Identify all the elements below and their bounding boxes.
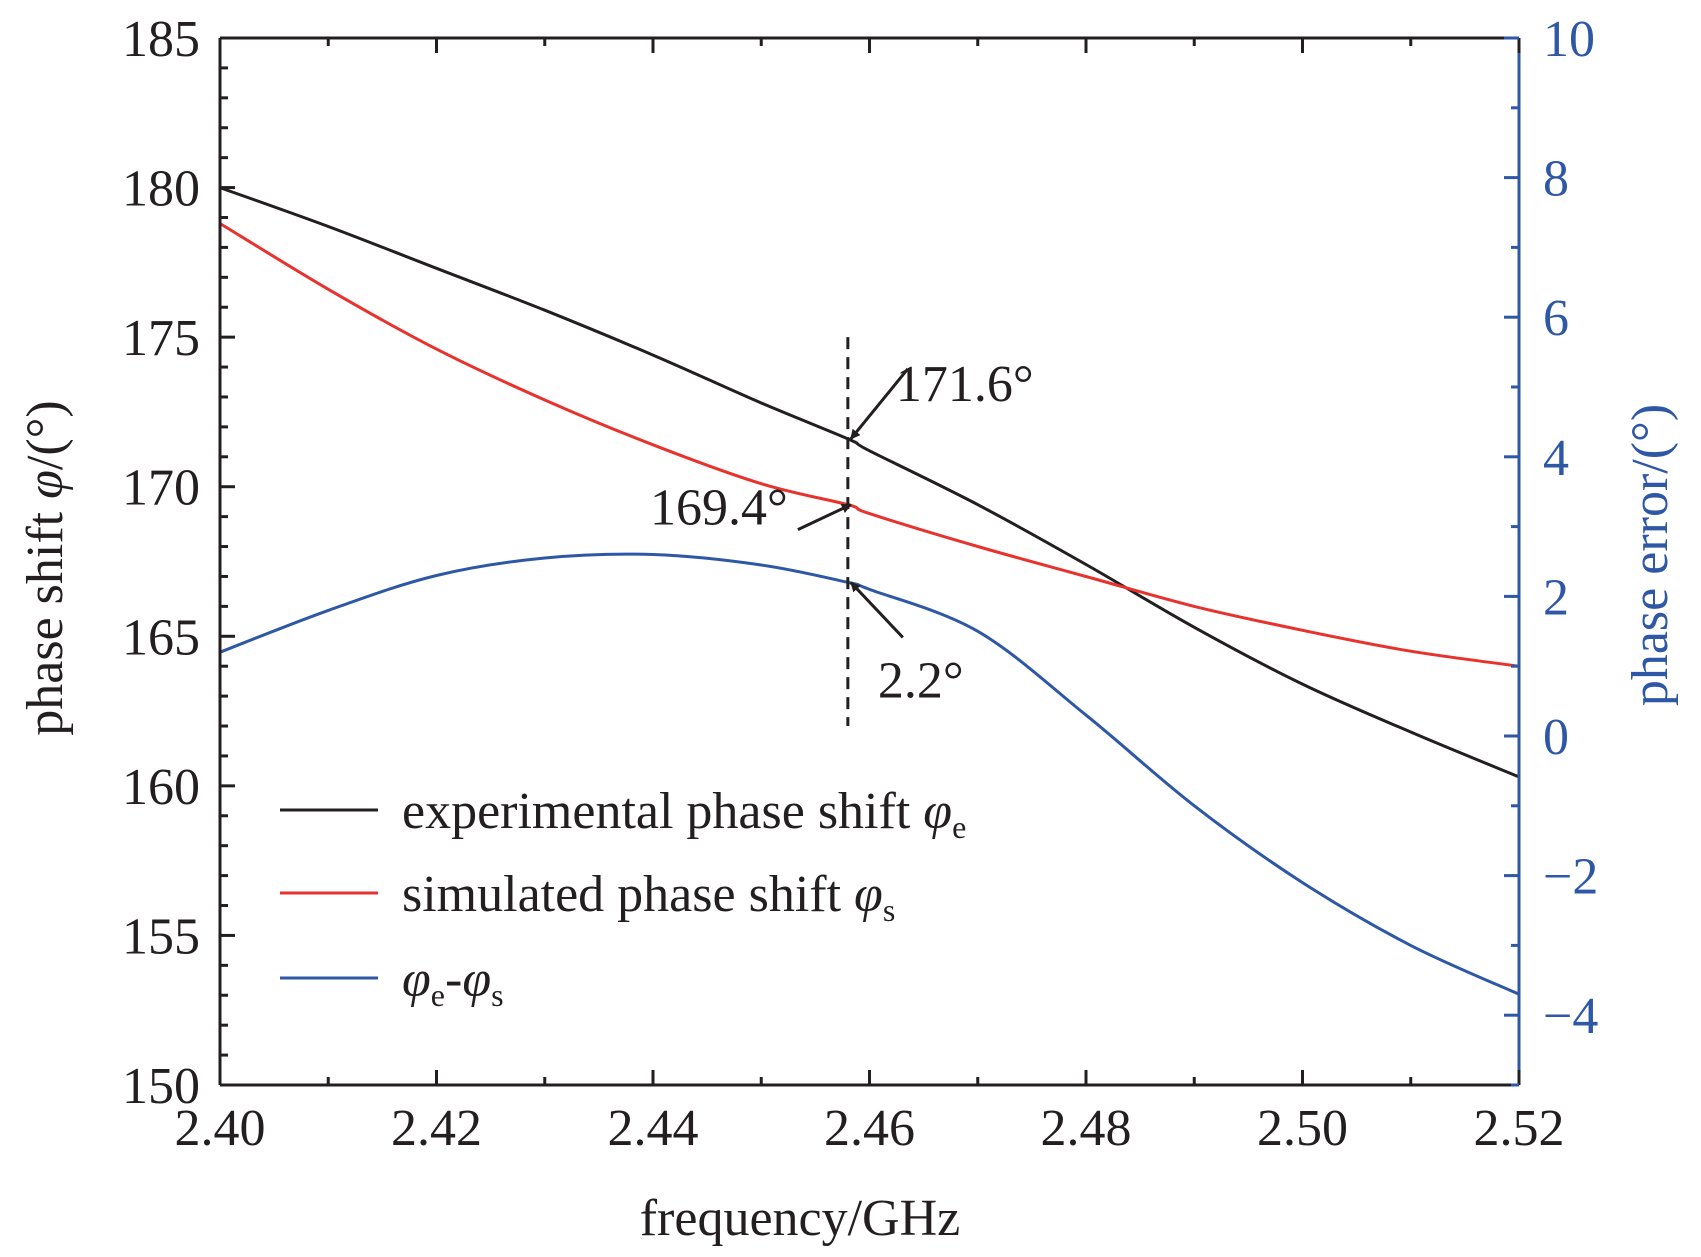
y2-tick-label: 4: [1543, 430, 1569, 487]
series-line-experimental: [219, 186, 1520, 779]
y-axis-title: phase shift φ/(°): [17, 400, 74, 736]
series-line-error: [219, 552, 1520, 996]
legend-label-experimental: experimental phase shift φe: [402, 783, 966, 845]
y-axis-title-unit: /(°): [17, 400, 74, 470]
x-tick-label: 2.44: [608, 1100, 699, 1157]
x-tick-label: 2.42: [391, 1100, 482, 1157]
y-axis-title-main: phase shift: [17, 499, 74, 736]
y-tick-label: 185: [122, 11, 200, 68]
x-tick-label: 2.48: [1041, 1100, 1132, 1157]
legend-label-simulated: simulated phase shift φs: [402, 866, 895, 928]
y-tick-label: 160: [122, 759, 200, 816]
annotation-experimental-label: 171.6°: [896, 356, 1034, 413]
x-axis-ticks: 2.40 2.42 2.44 2.46 2.48 2.50 2.52: [175, 38, 1565, 1157]
y-tick-label: 150: [122, 1058, 200, 1115]
annotation-error-arrow: [849, 581, 904, 639]
x-tick-label: 2.40: [175, 1100, 266, 1157]
y-tick-label: 175: [122, 310, 200, 367]
x-axis-title: frequency/GHz: [640, 1190, 961, 1247]
y2-tick-label: 8: [1543, 151, 1569, 208]
x-tick-label: 2.50: [1257, 1100, 1348, 1157]
y-tick-label: 170: [122, 460, 200, 517]
annotation-error-label: 2.2°: [878, 652, 964, 709]
y-axis-ticks: 150 155 160 165 170 175 180 185: [122, 11, 235, 1115]
y2-tick-label: −2: [1543, 849, 1598, 906]
legend: experimental phase shift φe simulated ph…: [280, 783, 966, 1013]
plot-frame: [218, 36, 1521, 1087]
series-layer: [219, 186, 1520, 996]
y2-tick-label: 10: [1543, 11, 1595, 68]
y2-axis-title: phase error/(°): [1622, 404, 1679, 706]
y2-axis-ticks: −4 −2 0 2 4 6 8 10: [1504, 11, 1598, 1087]
x-tick-label: 2.46: [824, 1100, 915, 1157]
legend-label-error: φe-φs: [402, 951, 504, 1013]
y-tick-label: 165: [122, 609, 200, 666]
annotation-simulated-label: 169.4°: [650, 480, 788, 537]
x-tick-label: 2.52: [1474, 1100, 1565, 1157]
y2-tick-label: 2: [1543, 569, 1569, 626]
y2-tick-label: 0: [1543, 709, 1569, 766]
y2-tick-label: 6: [1543, 290, 1569, 347]
annotation-simulated-arrow: [797, 503, 852, 532]
y-axis-title-symbol: φ: [17, 470, 74, 499]
annotations-layer: 171.6° 169.4° 2.2°: [650, 356, 1034, 710]
y-tick-label: 180: [122, 161, 200, 218]
series-line-simulated: [219, 222, 1520, 668]
y-tick-label: 155: [122, 908, 200, 965]
annotation-experimental-arrow: [849, 367, 910, 440]
y2-tick-label: −4: [1543, 988, 1598, 1045]
